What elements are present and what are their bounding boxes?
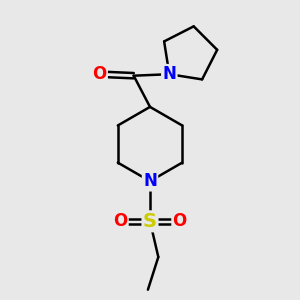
Text: N: N [162, 65, 176, 83]
Text: O: O [172, 212, 187, 230]
Text: N: N [143, 172, 157, 190]
Text: O: O [113, 212, 127, 230]
Text: S: S [143, 212, 157, 231]
Text: O: O [92, 65, 106, 83]
